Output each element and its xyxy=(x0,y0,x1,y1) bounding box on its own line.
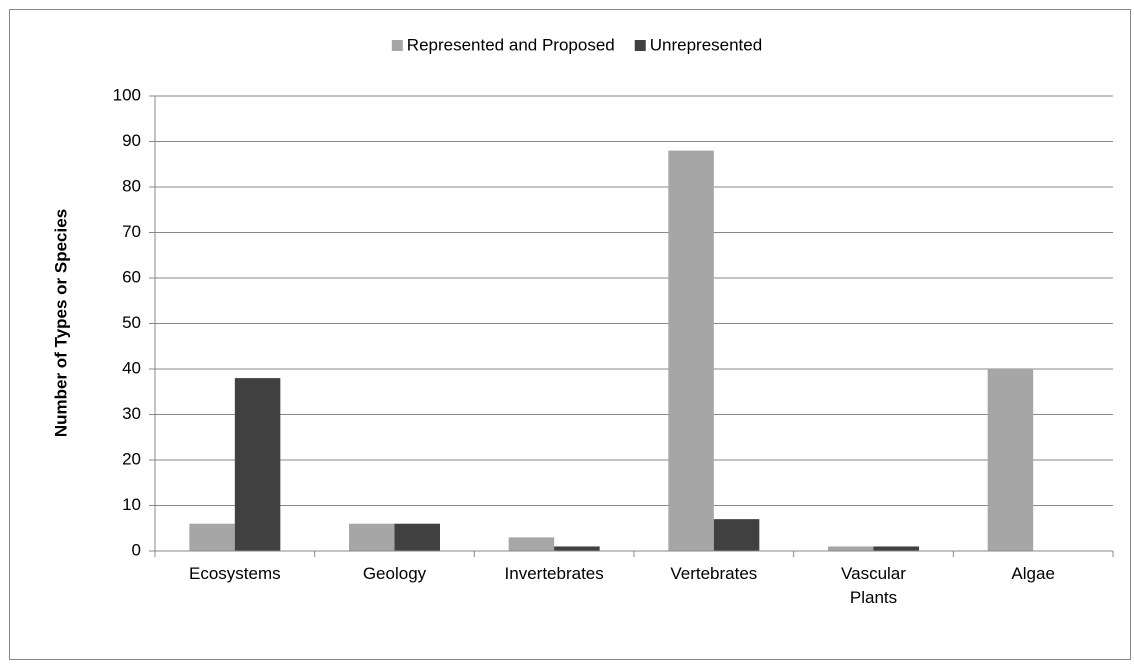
y-tick-label: 20 xyxy=(122,449,141,468)
x-tick-label: Geology xyxy=(362,564,427,583)
y-tick-label: 80 xyxy=(122,176,141,195)
bar xyxy=(554,546,600,551)
y-tick-label: 100 xyxy=(113,85,141,104)
bar xyxy=(873,546,919,551)
bar xyxy=(349,523,395,551)
x-tick-label: Vascular Plants xyxy=(841,564,906,607)
bar xyxy=(234,378,281,551)
y-tick-label: 70 xyxy=(122,222,141,241)
y-tick-label: 40 xyxy=(122,358,141,377)
y-tick-label: 10 xyxy=(122,495,141,514)
bar xyxy=(987,369,1034,551)
y-axis-title: Number of Types or Species xyxy=(51,209,70,437)
bar xyxy=(668,150,714,551)
legend-swatch xyxy=(391,40,403,51)
x-tick-label: Algae xyxy=(1011,564,1055,583)
legend-label: Unrepresented xyxy=(650,35,762,54)
y-tick-label: 30 xyxy=(122,404,141,423)
y-tick-label: 0 xyxy=(132,540,141,559)
y-tick-label: 50 xyxy=(122,313,141,332)
y-tick-label: 60 xyxy=(122,267,141,286)
bar xyxy=(508,537,555,551)
legend-swatch xyxy=(634,40,646,51)
bar xyxy=(189,523,235,551)
bar xyxy=(828,546,874,551)
y-tick-label: 90 xyxy=(122,131,141,150)
x-tick-label: Invertebrates xyxy=(504,564,604,583)
bar xyxy=(394,523,440,551)
legend-label: Represented and Proposed xyxy=(407,35,615,54)
x-tick-label: Ecosystems xyxy=(189,564,281,583)
x-tick-label: Vertebrates xyxy=(670,564,758,583)
bar xyxy=(713,519,760,551)
